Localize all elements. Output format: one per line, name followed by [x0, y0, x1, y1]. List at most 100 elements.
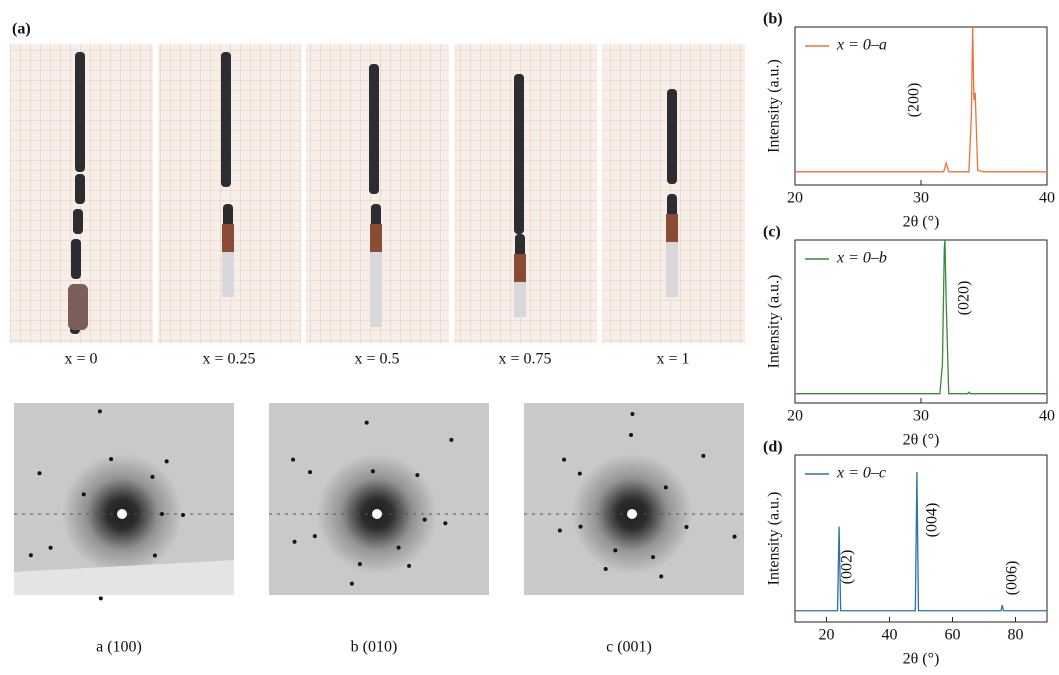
diffraction-caption: a (100) — [96, 639, 142, 656]
spot — [180, 513, 185, 518]
beam-stop — [372, 509, 382, 519]
spot — [349, 581, 354, 586]
sample-rod — [75, 52, 85, 172]
spot — [562, 457, 567, 462]
copper-piece — [68, 284, 88, 330]
peak-label: (004) — [924, 503, 941, 538]
panel-label: (c) — [763, 224, 781, 241]
sample-rod — [221, 52, 231, 187]
spot — [97, 409, 102, 414]
spot — [701, 453, 706, 458]
spot — [407, 563, 412, 568]
diffraction-caption: c (001) — [606, 639, 652, 656]
xrd-line — [795, 26, 1047, 173]
spot — [150, 474, 155, 479]
x-tick-label: 40 — [882, 627, 898, 644]
spot — [312, 534, 317, 539]
photo-caption: x = 0.25 — [202, 351, 255, 368]
panel-label: (a) — [12, 21, 31, 38]
xrd-line — [795, 239, 1047, 395]
sample-rod — [514, 74, 524, 234]
x-tick-label: 20 — [819, 627, 835, 644]
x-tick-label: 30 — [913, 190, 929, 207]
copper-wire — [370, 224, 382, 252]
spot — [357, 562, 362, 567]
spot — [613, 548, 618, 553]
spot — [98, 596, 103, 601]
shadow — [14, 560, 234, 595]
x-tick-label: 60 — [945, 627, 961, 644]
sample-rod — [75, 174, 85, 204]
x-axis-label: 2θ (°) — [903, 214, 940, 231]
foil — [666, 242, 678, 297]
panel-label: (b) — [763, 11, 783, 28]
peak-label: (200) — [906, 83, 923, 118]
spot — [152, 553, 157, 558]
sample-rod — [667, 89, 677, 184]
spot — [291, 457, 296, 462]
photo-caption: x = 1 — [656, 351, 689, 368]
copper-wire — [514, 254, 526, 282]
beam-stop — [627, 509, 637, 519]
spot — [308, 470, 313, 475]
spot — [684, 524, 689, 529]
y-axis-label: Intensity (a.u.) — [766, 275, 783, 369]
peak-label: (020) — [956, 281, 973, 316]
spot — [292, 539, 297, 544]
xrd-line — [795, 471, 1047, 612]
spot — [603, 567, 608, 572]
spot — [81, 492, 86, 497]
spot — [630, 412, 635, 417]
photo-caption: x = 0 — [64, 351, 97, 368]
spot — [443, 521, 448, 526]
spot — [449, 437, 454, 442]
spot — [577, 471, 582, 476]
spot — [364, 420, 369, 425]
spot — [659, 574, 664, 579]
peak-label: (002) — [839, 550, 856, 585]
y-axis-label: Intensity (a.u.) — [766, 492, 783, 586]
x-tick-label: 40 — [1039, 408, 1055, 425]
peak-label: (006) — [1004, 561, 1021, 596]
copper-wire — [666, 214, 678, 242]
x-tick-label: 80 — [1008, 627, 1024, 644]
spot — [48, 545, 53, 550]
y-axis-label: Intensity (a.u.) — [766, 59, 783, 153]
photo — [602, 44, 745, 343]
foil — [514, 282, 526, 317]
foil — [370, 252, 382, 327]
sample-rod — [71, 239, 81, 279]
x-tick-label: 40 — [1039, 190, 1055, 207]
spot — [578, 524, 583, 529]
spot — [370, 469, 375, 474]
spot — [732, 534, 737, 539]
x-tick-label: 20 — [787, 190, 803, 207]
x-axis-label: 2θ (°) — [903, 651, 940, 668]
spot — [160, 512, 164, 516]
spot — [651, 555, 656, 560]
panel-label: (d) — [763, 439, 783, 456]
sample-rod — [73, 209, 83, 234]
photo-caption: x = 0.75 — [498, 351, 551, 368]
photo-caption: x = 0.5 — [354, 351, 399, 368]
legend-label: x = 0–b — [836, 250, 887, 267]
x-tick-label: 30 — [913, 408, 929, 425]
spot — [629, 433, 634, 438]
spot — [557, 528, 562, 533]
spot — [37, 471, 42, 476]
spot — [28, 553, 33, 558]
spot — [164, 459, 169, 464]
x-tick-label: 20 — [787, 408, 803, 425]
sample-rod — [369, 64, 379, 194]
plot-frame — [794, 454, 1048, 623]
copper-wire — [222, 224, 234, 252]
diffraction-caption: b (010) — [351, 639, 398, 656]
spot — [415, 473, 420, 478]
plot-frame — [794, 239, 1048, 404]
beam-stop — [117, 509, 127, 519]
spot — [422, 517, 427, 522]
spot — [396, 545, 401, 550]
spot — [109, 457, 114, 462]
legend-label: x = 0–c — [836, 465, 886, 482]
